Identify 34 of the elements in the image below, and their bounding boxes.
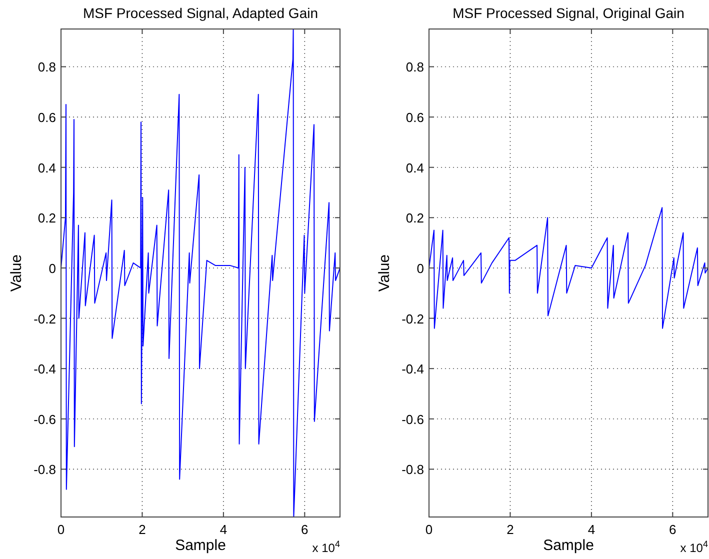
y-tick-label: 0.6 [38,110,56,126]
y-tick-label: 0 [416,260,424,276]
y-tick-label: 0.4 [406,160,424,176]
y-tick-label: 0.2 [38,210,56,226]
text: x 10$^{4}$ [680,539,708,555]
y-tick-label: 0.6 [406,110,424,126]
y-tick-label: -0.8 [402,462,424,478]
x-tick-label: 4 [220,522,228,537]
y-tick-label: 0.8 [406,60,424,75]
y-axis-title: Value [8,254,25,292]
y-tick-label: -0.4 [402,362,424,377]
y-tick-label: 0.4 [38,160,56,176]
y-tick-label: -0.8 [34,462,56,478]
y-axis-title: Value [376,254,393,292]
x-tick-label: 4 [588,522,596,537]
y-tick-label: -0.2 [402,311,424,326]
y-tick-label: -0.6 [34,412,56,427]
y-tick-label: -0.6 [402,412,424,427]
x-tick-label: 6 [301,522,308,537]
x-tick-label: 6 [669,522,676,537]
y-tick-label: -0.2 [34,311,56,326]
line-series [428,207,708,329]
y-tick-label: 0.8 [38,60,56,75]
y-tick-label: 0.2 [406,210,424,226]
x-axis-title: Sample [543,537,594,554]
x-tick-label: 2 [506,522,514,537]
x-tick-label: 2 [138,522,146,537]
line-series [60,28,340,518]
y-tick-label: -0.4 [34,362,56,377]
text: x 10$^{4}$ [312,539,340,555]
chart-title: MSF Processed Signal, Adapted Gain [82,5,318,21]
x-axis-title: Sample [175,537,226,554]
y-tick-label: 0 [48,260,56,276]
chart-title: MSF Processed Signal, Original Gain [452,5,684,21]
